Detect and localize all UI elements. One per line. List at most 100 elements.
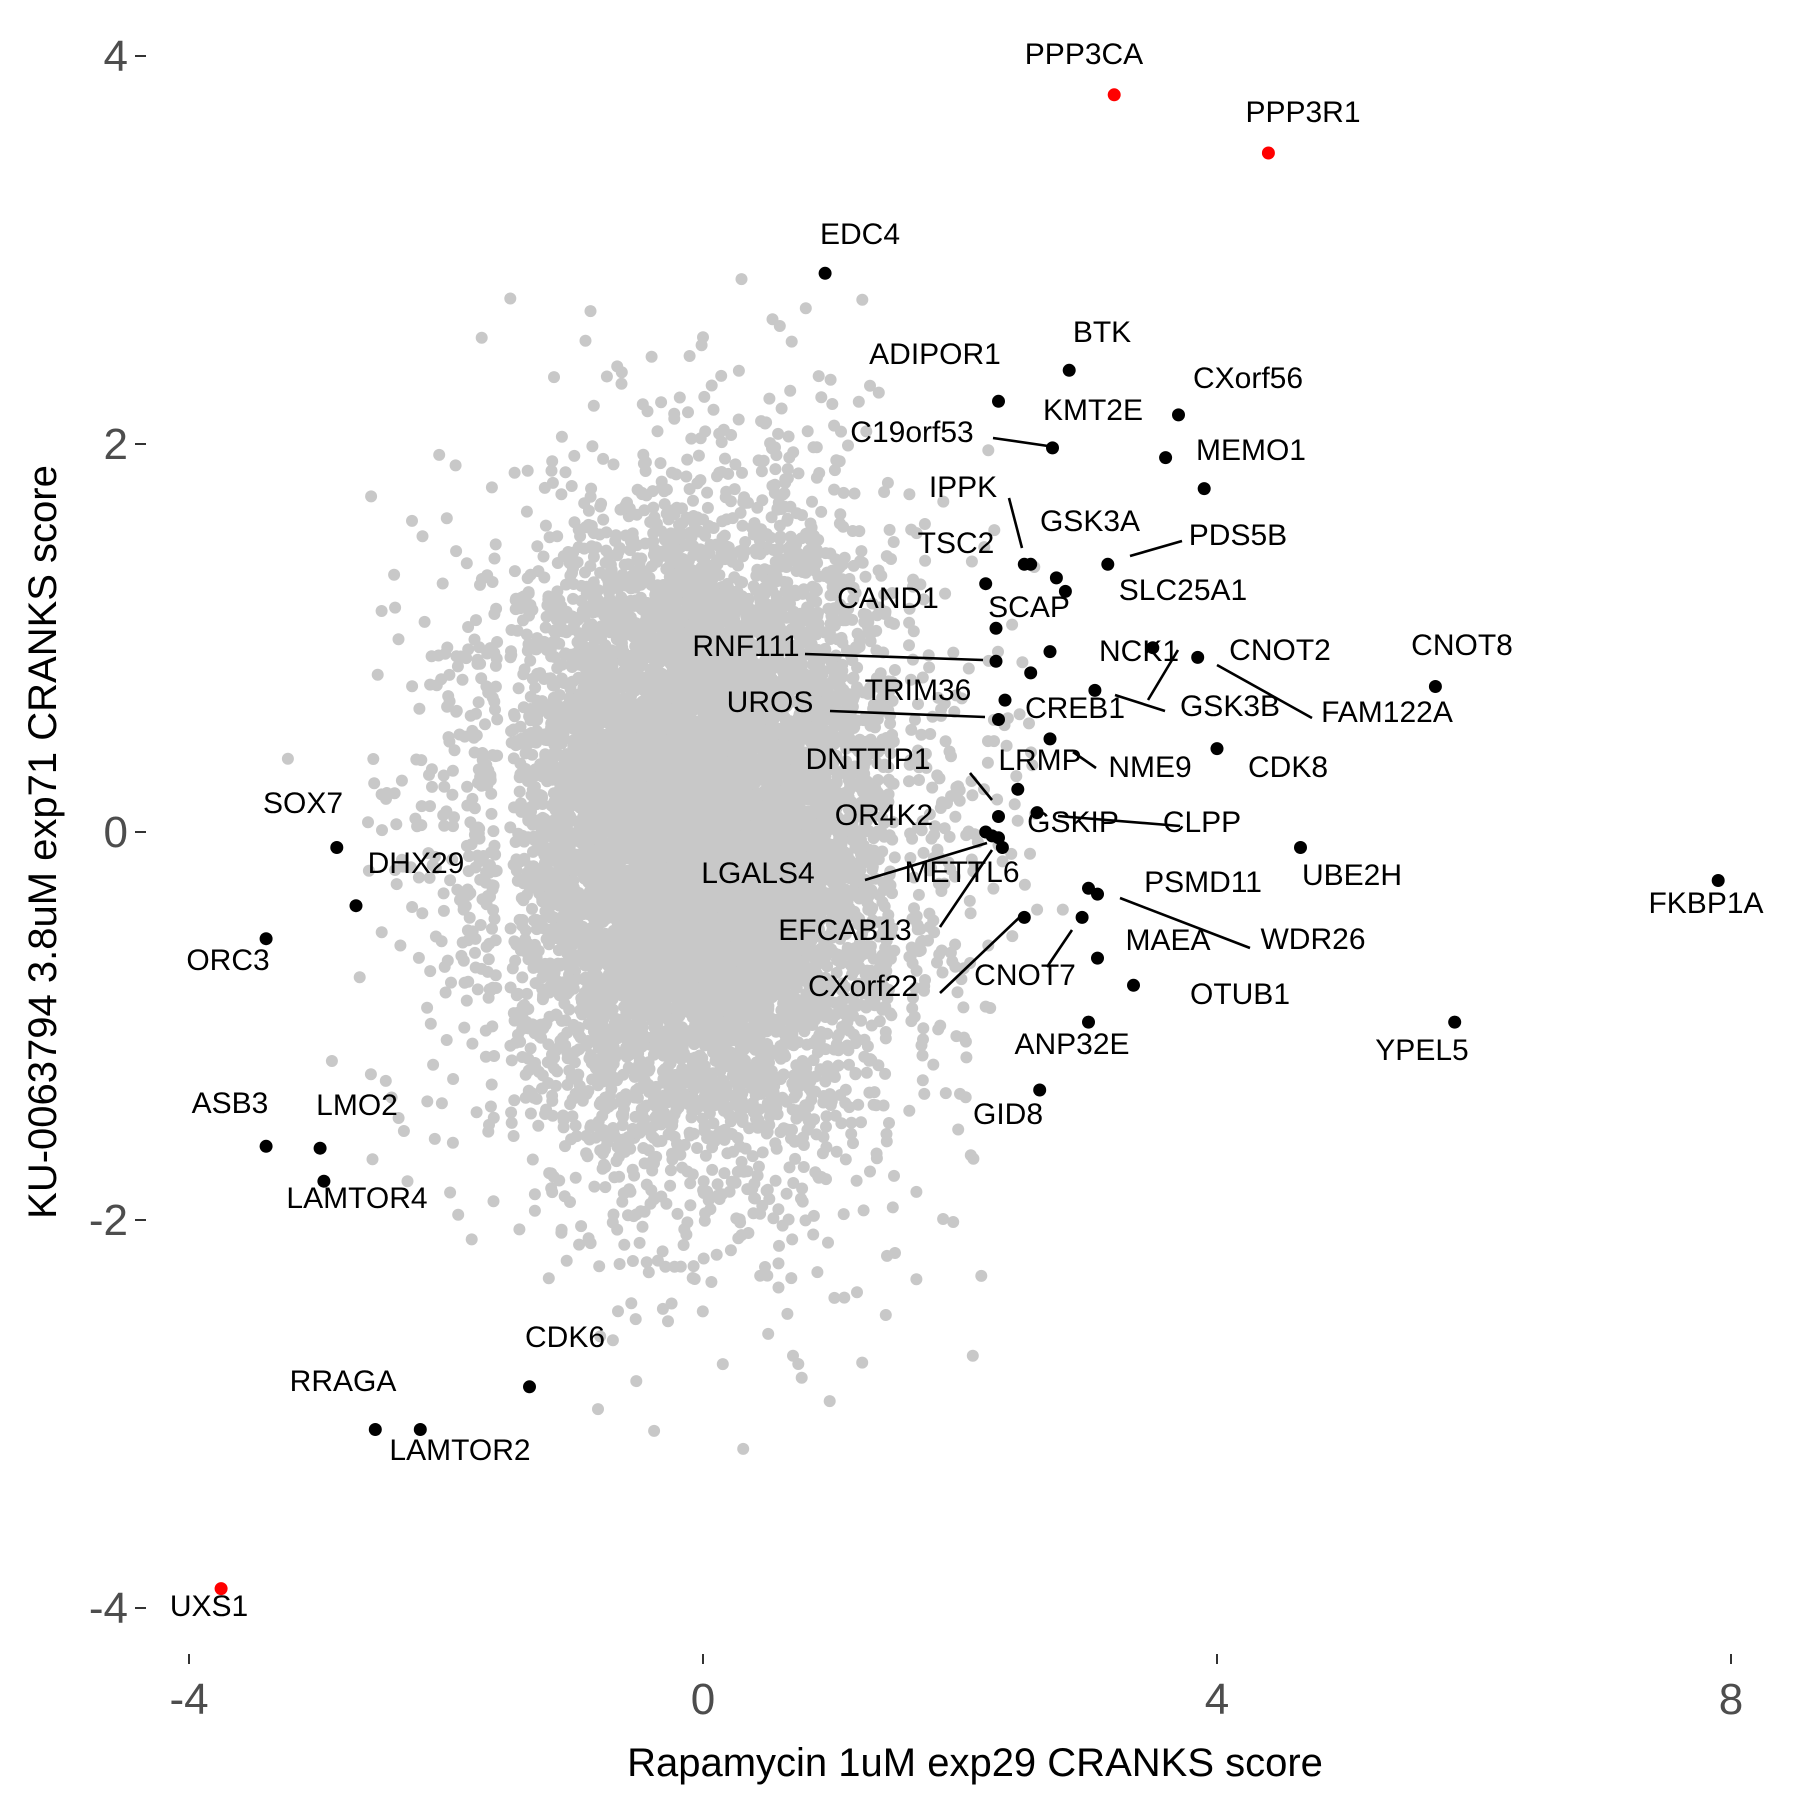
background-point: [588, 1180, 601, 1193]
background-point: [837, 1208, 850, 1221]
background-point: [677, 1239, 690, 1251]
background-point: [937, 1213, 950, 1225]
background-point: [488, 839, 501, 852]
background-point: [1005, 847, 1018, 860]
background-point: [446, 1136, 459, 1149]
background-point: [446, 853, 459, 866]
background-point: [762, 1327, 775, 1340]
background-point: [438, 819, 451, 832]
background-point: [560, 1254, 573, 1267]
background-point: [910, 1273, 923, 1286]
background-point: [931, 769, 944, 782]
background-point: [701, 486, 714, 499]
background-point: [795, 1371, 808, 1384]
background-point: [957, 1001, 970, 1014]
background-point: [883, 523, 896, 536]
background-point: [732, 364, 745, 377]
background-point: [367, 753, 380, 765]
background-point: [485, 1078, 498, 1091]
background-point: [508, 1094, 521, 1107]
background-point: [719, 452, 731, 465]
background-point: [687, 1260, 700, 1273]
background-point: [654, 457, 667, 470]
background-point: [851, 627, 864, 640]
background-point: [772, 1257, 785, 1270]
background-point: [618, 1238, 631, 1251]
background-point: [787, 1177, 800, 1189]
background-point: [681, 1165, 694, 1178]
background-point: [512, 682, 525, 695]
background-point: [462, 621, 475, 633]
background-point: [555, 488, 568, 501]
background-point: [428, 1132, 441, 1145]
background-point: [755, 465, 768, 478]
background-point: [1006, 618, 1019, 631]
background-point: [735, 1155, 748, 1168]
background-point: [888, 851, 901, 864]
background-point: [412, 871, 425, 884]
background-point: [772, 427, 785, 440]
background-point: [732, 413, 745, 426]
background-point: [912, 888, 925, 901]
background-point: [531, 540, 544, 553]
background-point: [641, 405, 654, 418]
background-point: [685, 432, 698, 445]
background-point: [626, 1163, 639, 1176]
background-point: [456, 673, 469, 686]
background-point: [437, 887, 450, 900]
background-point: [532, 1119, 545, 1132]
background-point: [426, 780, 438, 793]
background-point: [787, 446, 800, 459]
background-point: [524, 1107, 537, 1120]
background-point: [416, 907, 429, 920]
background-point: [458, 1021, 471, 1034]
background-point: [487, 1195, 500, 1208]
background-point: [421, 1001, 434, 1014]
background-point: [947, 646, 960, 659]
background-point: [613, 1258, 626, 1270]
background-point: [648, 1424, 661, 1437]
background-point: [889, 1247, 901, 1259]
background-point: [945, 750, 957, 763]
background-point: [761, 1183, 774, 1196]
background-point: [662, 1315, 674, 1328]
background-point: [474, 919, 487, 931]
background-point: [822, 1236, 834, 1249]
background-point: [785, 1272, 798, 1285]
background-point: [505, 1106, 518, 1119]
background-point: [413, 702, 426, 715]
background-point: [388, 568, 401, 581]
background-point: [597, 452, 610, 465]
background-point: [516, 971, 529, 984]
background-point: [966, 789, 979, 802]
background-point: [828, 464, 841, 477]
background-point: [573, 1238, 586, 1251]
background-point: [368, 777, 381, 790]
background-point: [482, 1125, 495, 1138]
background-point: [807, 1228, 820, 1241]
background-point: [772, 1203, 785, 1216]
background-point: [445, 976, 457, 989]
background-point: [673, 391, 686, 404]
background-point: [964, 907, 977, 920]
background-point: [520, 505, 533, 518]
background-point: [488, 552, 501, 565]
background-point: [366, 1153, 379, 1166]
background-point: [439, 986, 452, 999]
background-point: [394, 939, 407, 952]
background-point: [489, 538, 502, 551]
background-point: [687, 494, 699, 507]
background-point: [586, 440, 599, 453]
background-point: [569, 1171, 582, 1184]
background-point: [855, 545, 868, 558]
background-point: [842, 439, 854, 452]
background-point: [863, 1086, 876, 1099]
background-point: [705, 379, 718, 392]
background-point: [716, 515, 729, 528]
background-point: [949, 810, 962, 823]
background-point: [353, 971, 366, 984]
background-point: [528, 1204, 541, 1217]
background-point: [903, 639, 915, 652]
background-point: [826, 398, 839, 410]
